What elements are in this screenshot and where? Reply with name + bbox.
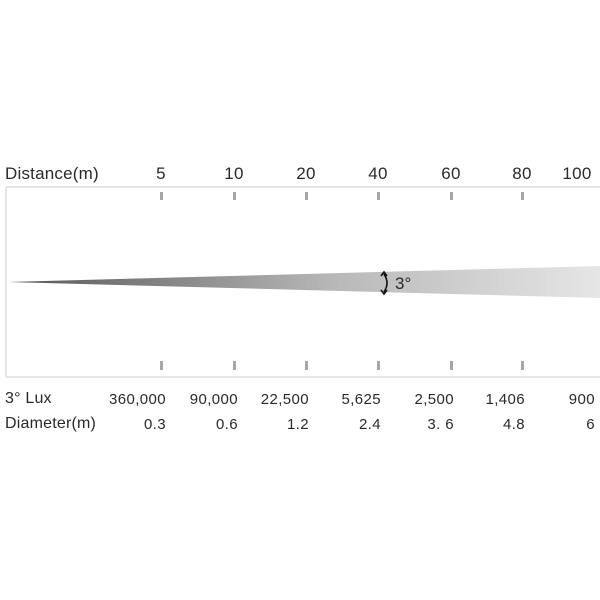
top-ticks [160, 192, 524, 200]
lux-value-10: 90,000 [189, 391, 238, 408]
distance-value-80: 80 [512, 164, 532, 183]
distance-header-label: Distance(m) [5, 164, 99, 183]
lux-value-5: 360,000 [108, 391, 166, 408]
tick-top-20 [305, 192, 308, 200]
tick-top-5 [160, 192, 163, 200]
distance-value-5: 5 [156, 164, 166, 183]
lux-row-label: 3° Lux [5, 390, 52, 407]
distance-value-100: 100 [562, 164, 592, 183]
tick-bottom-60 [450, 361, 453, 370]
beam-angle-arc-icon [380, 270, 388, 296]
diameter-value-20: 1.2 [286, 416, 309, 433]
distance-value-20: 20 [296, 164, 316, 183]
bottom-ticks [160, 361, 524, 370]
tick-top-10 [233, 192, 236, 200]
diameter-value-40: 2.4 [358, 416, 381, 433]
diameter-value-100: 6 [586, 416, 595, 433]
lux-value-20: 22,500 [260, 391, 309, 408]
lux-value-100: 900 [568, 391, 595, 408]
diameter-value-60: 3. 6 [427, 416, 454, 433]
tick-bottom-80 [521, 361, 524, 370]
lux-value-80: 1,406 [485, 391, 525, 408]
lux-value-40: 5,625 [341, 391, 381, 408]
diameter-value-5: 0.3 [143, 416, 166, 433]
light-beam-cone [8, 266, 600, 298]
distance-value-60: 60 [441, 164, 461, 183]
tick-top-40 [377, 192, 380, 200]
diameter-value-10: 0.6 [215, 416, 238, 433]
tick-bottom-5 [160, 361, 163, 370]
tick-bottom-10 [233, 361, 236, 370]
distance-value-10: 10 [224, 164, 244, 183]
tick-bottom-20 [305, 361, 308, 370]
tick-top-60 [450, 192, 453, 200]
tick-bottom-40 [377, 361, 380, 370]
lux-value-60: 2,500 [414, 391, 454, 408]
diameter-value-80: 4.8 [502, 416, 525, 433]
beam-angle-label: 3° [395, 274, 412, 293]
diameter-row-label: Diameter(m) [5, 415, 97, 432]
tick-top-80 [521, 192, 524, 200]
distance-value-40: 40 [368, 164, 388, 183]
